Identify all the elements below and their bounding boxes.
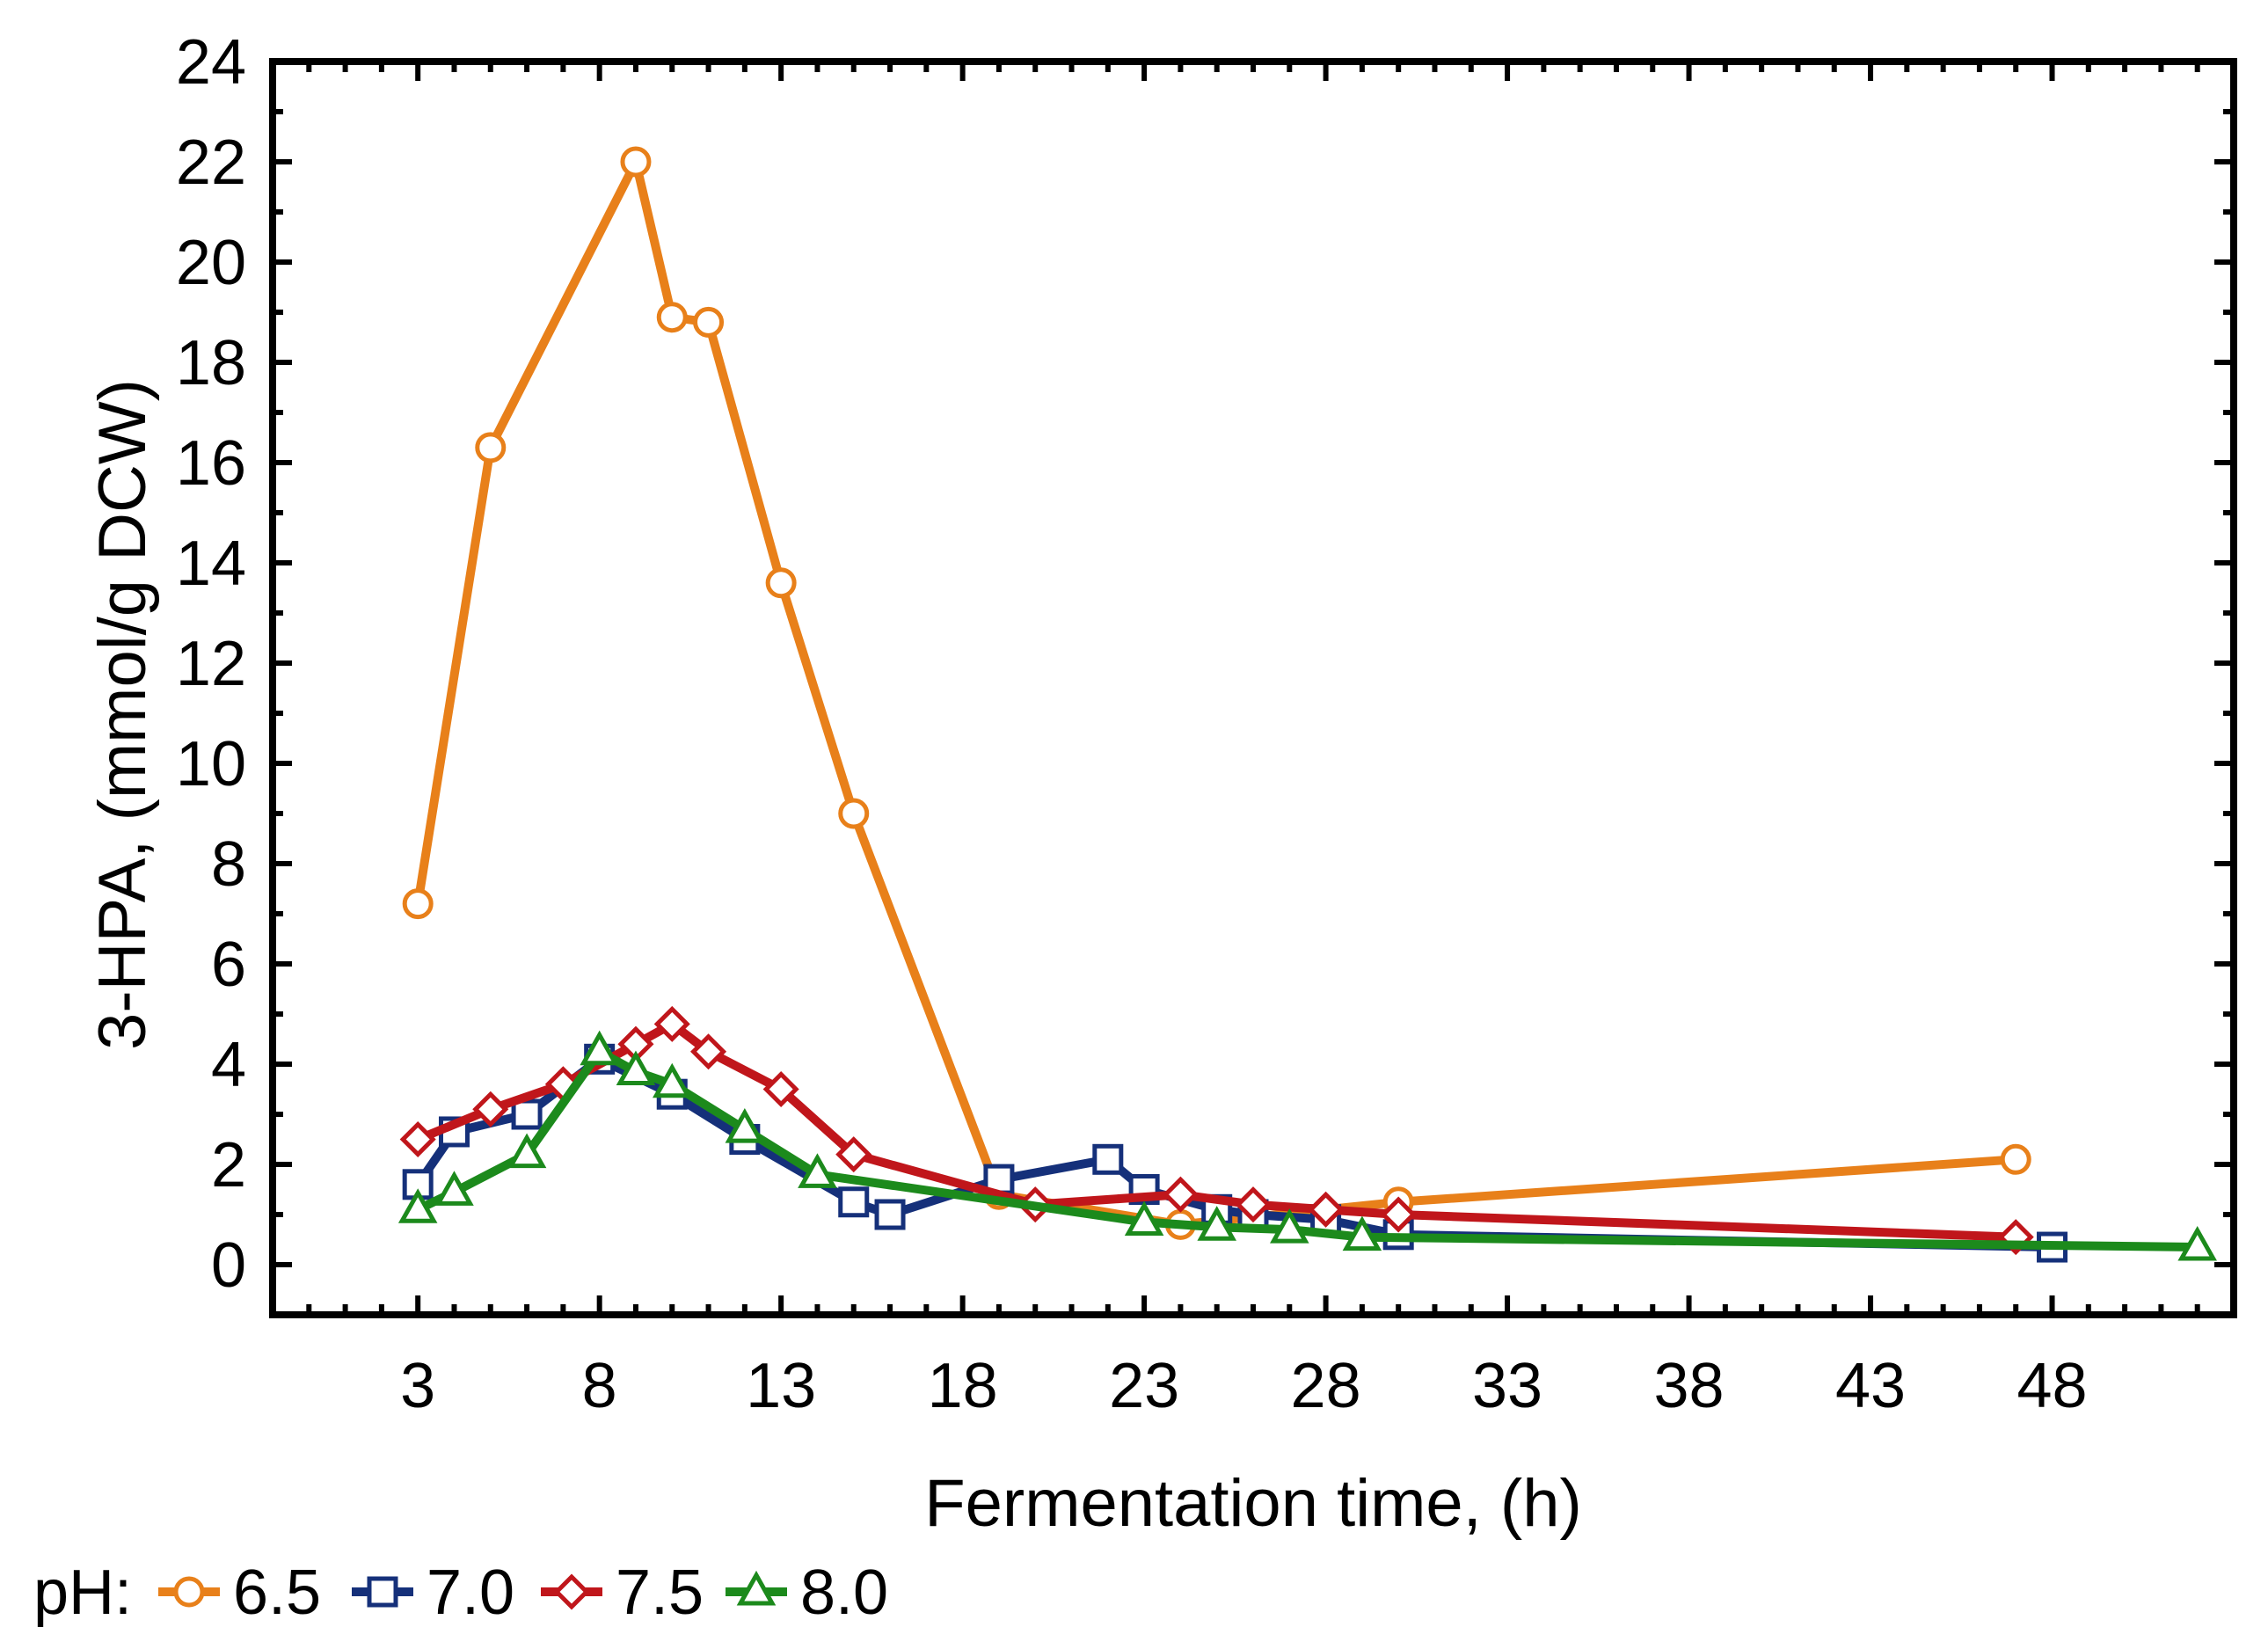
data-point-ph-6.5 [693, 306, 725, 338]
y-tick-label: 10 [176, 729, 246, 799]
data-point-ph-7.0 [838, 1186, 870, 1218]
y-tick-label: 0 [211, 1230, 246, 1301]
x-tick-label: 3 [400, 1351, 435, 1421]
legend-item-ph-6.5: 6.5 [158, 1558, 321, 1628]
y-tick-label: 20 [176, 228, 246, 298]
y-tick-label: 16 [176, 428, 246, 499]
y-tick-label: 4 [211, 1030, 246, 1100]
y-tick-label: 18 [176, 328, 246, 398]
data-point-ph-7.5 [1308, 1191, 1345, 1228]
data-point-ph-6.5 [838, 798, 870, 829]
data-point-ph-6.5 [2000, 1143, 2031, 1175]
legend-item-ph-7.5: 7.5 [541, 1558, 704, 1628]
y-tick-label: 24 [176, 27, 246, 98]
data-point-ph-7.5 [1162, 1176, 1199, 1213]
data-point-ph-7.5 [835, 1136, 872, 1173]
data-point-ph-7.5 [1235, 1186, 1272, 1223]
data-point-ph-8.0 [725, 1108, 765, 1143]
data-point-ph-6.5 [402, 888, 434, 920]
legend-marker-circle [173, 1576, 205, 1608]
y-axis-title: 3-HPA, (mmol/g DCW) [85, 379, 160, 1050]
data-point-ph-6.5 [656, 302, 688, 333]
data-point-ph-7.5 [653, 1005, 690, 1042]
x-tick-label: 33 [1472, 1351, 1542, 1421]
data-point-ph-8.0 [1270, 1208, 1309, 1244]
data-point-ph-7.5 [690, 1033, 727, 1070]
legend-item-ph-8.0: 8.0 [726, 1558, 888, 1628]
data-point-ph-8.0 [798, 1153, 837, 1188]
y-tick-label: 14 [176, 529, 246, 599]
y-tick-label: 2 [211, 1130, 246, 1200]
x-tick-label: 8 [582, 1351, 617, 1421]
y-tick-label: 12 [176, 629, 246, 699]
data-point-ph-8.0 [652, 1062, 692, 1098]
data-point-ph-8.0 [616, 1050, 656, 1086]
x-tick-label: 28 [1291, 1351, 1361, 1421]
data-point-ph-8.0 [507, 1133, 547, 1169]
data-point-ph-6.5 [620, 146, 652, 178]
y-tick-label: 6 [211, 930, 246, 1000]
legend-marker-triangle [736, 1570, 777, 1606]
x-tick-label: 48 [2016, 1351, 2087, 1421]
axis-ticks [270, 59, 2236, 1317]
y-tick-label: 8 [211, 829, 246, 900]
x-tick-label: 18 [928, 1351, 998, 1421]
x-axis-title: Fermentation time, (h) [924, 1466, 1582, 1541]
legend-label: 8.0 [800, 1558, 888, 1628]
data-point-ph-8.0 [1124, 1200, 1164, 1237]
data-point-ph-7.5 [399, 1120, 436, 1158]
data-point-ph-7.0 [511, 1098, 543, 1130]
x-tick-label: 23 [1109, 1351, 1179, 1421]
data-point-ph-7.0 [1092, 1143, 1124, 1175]
legend-marker-diamond [553, 1573, 590, 1610]
plot-frame [269, 58, 2237, 1318]
data-point-ph-6.5 [475, 432, 507, 463]
legend: pH: 6.5 7.0 7.5 8.0 [33, 1558, 888, 1628]
x-tick-label: 43 [1835, 1351, 1906, 1421]
legend-item-ph-7.0: 7.0 [352, 1558, 514, 1628]
data-point-ph-7.5 [472, 1091, 509, 1127]
data-point-ph-8.0 [397, 1188, 438, 1223]
x-tick-label: 38 [1654, 1351, 1725, 1421]
legend-label: 6.5 [233, 1558, 321, 1628]
data-point-ph-7.5 [762, 1070, 799, 1108]
x-tick-label: 13 [746, 1351, 816, 1421]
x-axis-tick-labels: 3 8 13 18 23 28 33 38 43 48 [400, 1351, 2087, 1421]
data-point-ph-6.5 [765, 567, 797, 599]
series-ph-7.5 [399, 1005, 2034, 1256]
y-tick-label: 22 [176, 128, 246, 198]
data-point-ph-8.0 [580, 1030, 619, 1066]
data-point-ph-8.0 [434, 1171, 474, 1206]
data-point-ph-7.0 [874, 1199, 906, 1230]
legend-marker-square [367, 1576, 398, 1608]
legend-title: pH: [33, 1558, 132, 1628]
data-point-ph-7.5 [1380, 1196, 1417, 1233]
legend-label: 7.5 [616, 1558, 704, 1628]
data-series [397, 146, 2217, 1263]
legend-label: 7.0 [427, 1558, 514, 1628]
series-ph-8.0 [397, 1030, 2217, 1261]
data-point-ph-8.0 [1197, 1206, 1236, 1241]
data-point-ph-8.0 [1342, 1215, 1382, 1251]
data-point-ph-8.0 [2177, 1225, 2217, 1261]
